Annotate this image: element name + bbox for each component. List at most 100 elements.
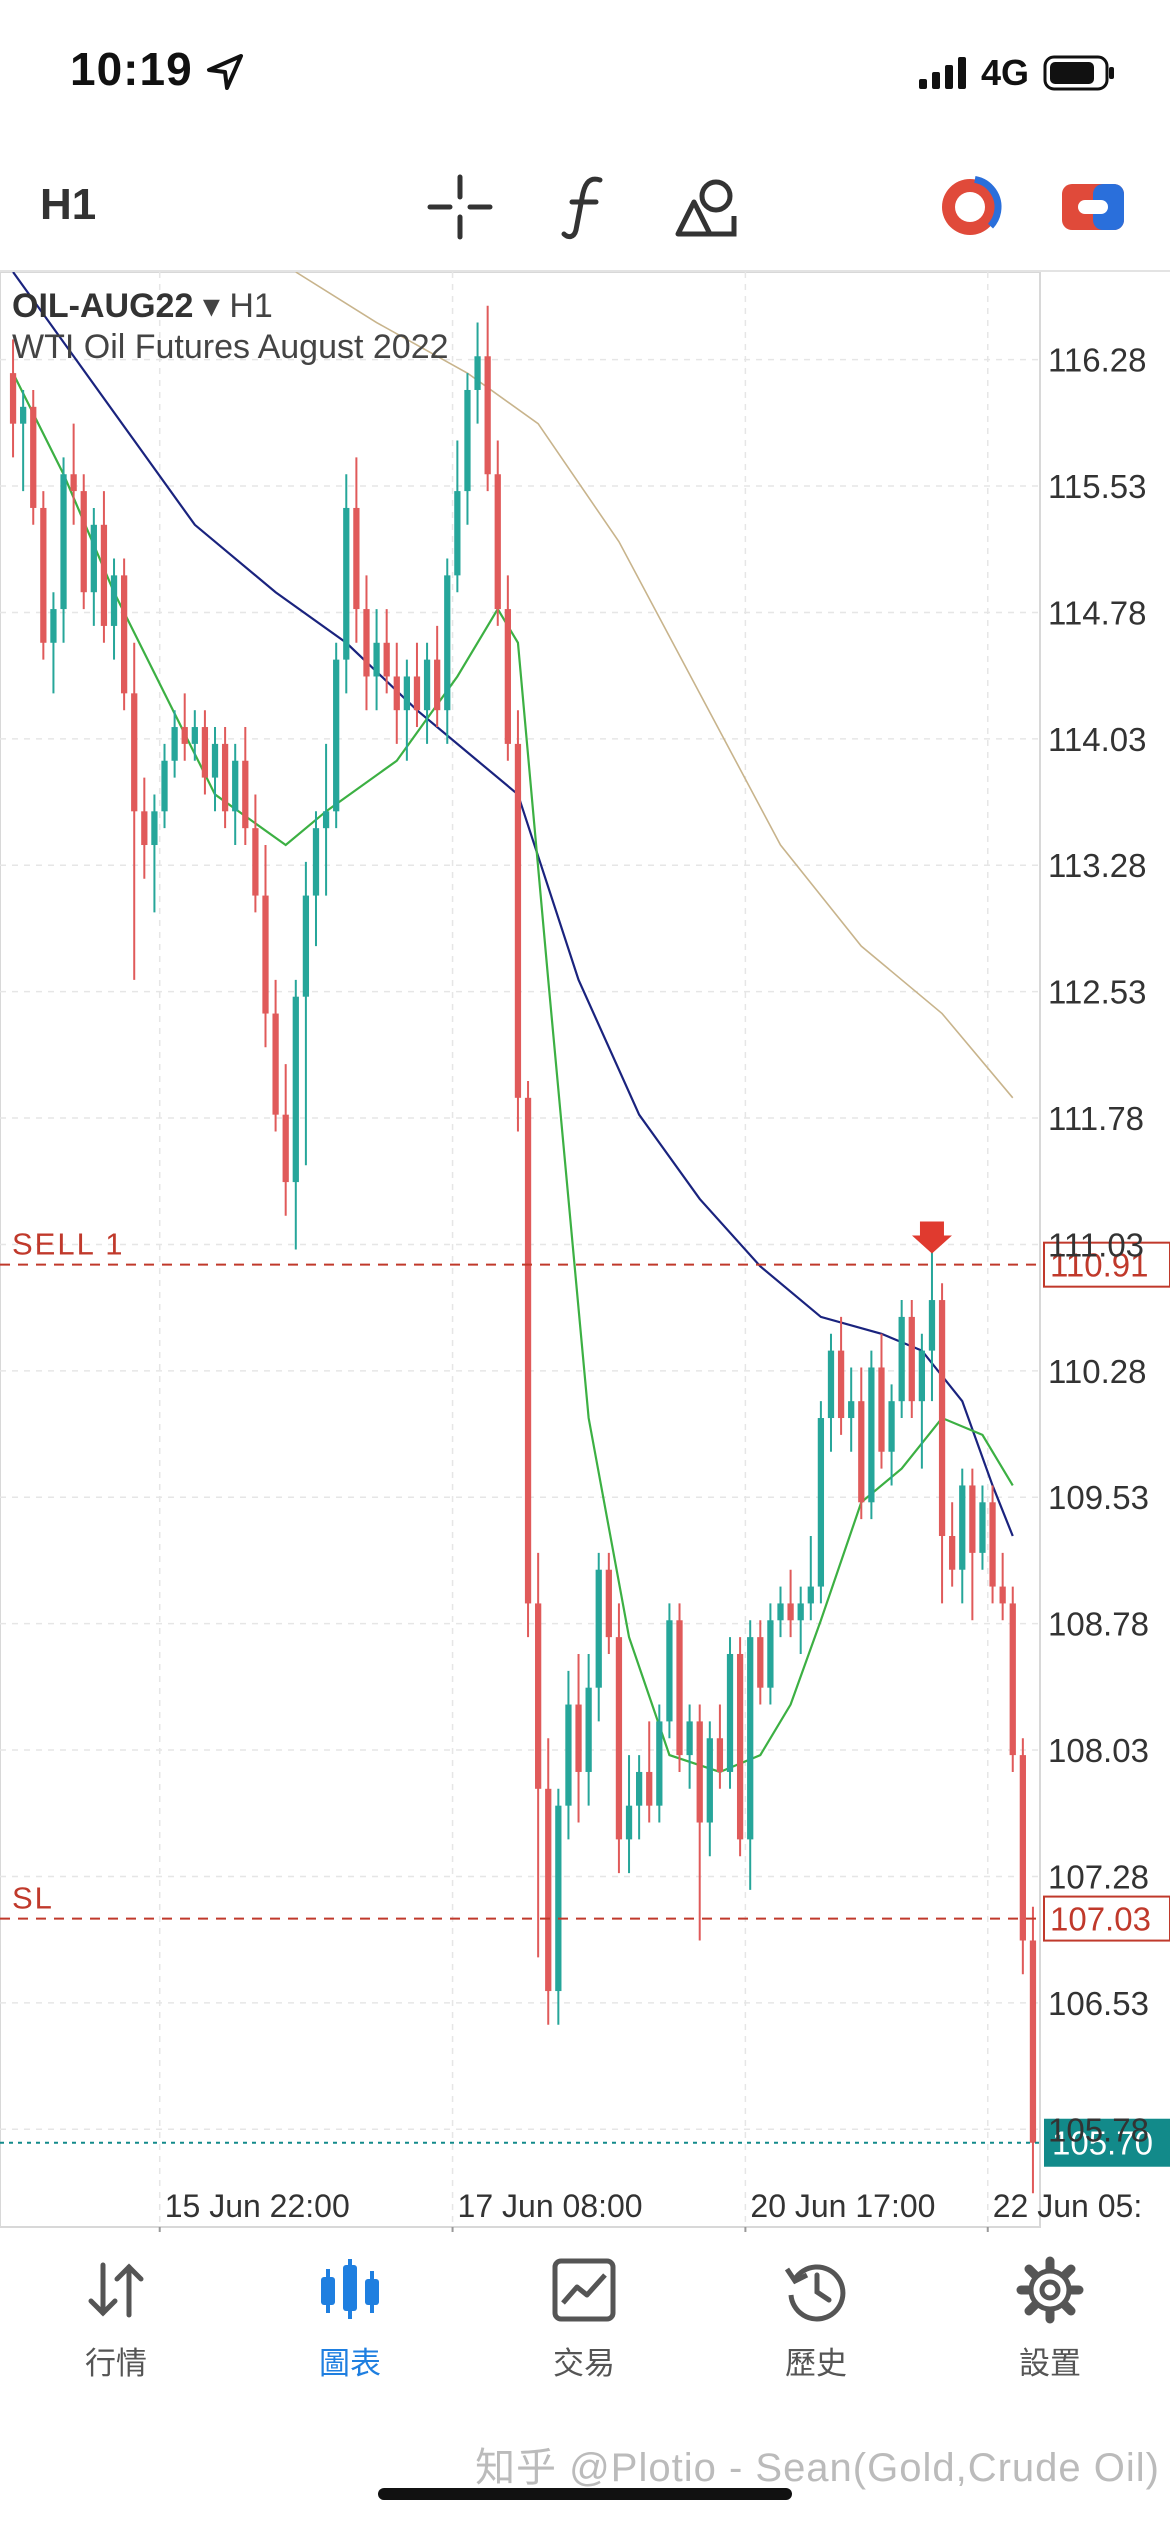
candle xyxy=(474,356,481,390)
candle xyxy=(969,1485,976,1553)
symbol-name: OIL-AUG22 xyxy=(12,287,194,325)
candle xyxy=(787,1603,794,1621)
home-indicator[interactable] xyxy=(378,2488,792,2500)
nav-label: 設置 xyxy=(1019,2346,1081,2381)
price-tick-label: 106.53 xyxy=(1048,1985,1149,2022)
watermark: 知乎 @Plotio - Sean(Gold,Crude Oil) xyxy=(475,2446,1160,2490)
time-tick-label: 22 Jun 05: xyxy=(993,2188,1142,2224)
candle xyxy=(272,1013,279,1115)
price-level-label: SL xyxy=(12,1881,54,1916)
candle xyxy=(504,609,511,744)
candle xyxy=(1019,1755,1026,1941)
time-tick-label: 20 Jun 17:00 xyxy=(750,2188,935,2224)
objects-icon[interactable] xyxy=(672,172,742,242)
timeframe-button[interactable]: H1 xyxy=(40,180,97,229)
price-level-value: 107.03 xyxy=(1050,1901,1151,1938)
candle xyxy=(494,474,501,610)
nav-settings[interactable]: 設置 xyxy=(980,2255,1120,2383)
price-tick-label: 113.28 xyxy=(1048,847,1146,884)
candle xyxy=(100,524,108,626)
candle xyxy=(20,406,27,424)
candle xyxy=(343,507,350,660)
price-level-badge xyxy=(1044,2118,1170,2167)
candle xyxy=(1009,1603,1016,1756)
settings-icon xyxy=(1016,2256,1084,2324)
candle xyxy=(252,828,259,896)
candle xyxy=(676,1620,683,1756)
crosshair-icon[interactable] xyxy=(425,172,495,242)
candle xyxy=(686,1721,693,1756)
price-chart[interactable]: SELL 1 110.91 SL 107.03 105.70 116.28 115.53 1… xyxy=(0,272,1170,2232)
candle xyxy=(767,1620,774,1688)
candle xyxy=(60,474,67,610)
ma-fast-line xyxy=(12,372,1014,1774)
price-level-badge xyxy=(1043,1241,1170,1288)
price-tick-label: 107.28 xyxy=(1048,1858,1149,1895)
price-tick-label: 111.03 xyxy=(1048,1226,1144,1263)
candle xyxy=(878,1367,885,1452)
candle xyxy=(807,1586,814,1604)
candle xyxy=(403,676,411,711)
symbol-description: WTI Oil Futures August 2022 xyxy=(12,328,449,366)
candle xyxy=(1029,1940,1037,2143)
candle xyxy=(989,1502,996,1587)
candle xyxy=(454,491,461,576)
candle xyxy=(565,1704,572,1806)
candle xyxy=(858,1401,865,1503)
candle xyxy=(949,1536,956,1570)
candle xyxy=(757,1637,764,1688)
time-tick-label: 15 Jun 22:00 xyxy=(165,2188,350,2224)
nav-label: 圖表 xyxy=(319,2346,381,2381)
candle xyxy=(70,474,77,492)
candle xyxy=(413,676,421,711)
chart-toolbar xyxy=(0,150,1170,272)
chart-icon xyxy=(321,2259,379,2319)
nav-chart[interactable]: 圖表 xyxy=(280,2255,420,2383)
candle xyxy=(696,1721,703,1823)
candle xyxy=(959,1485,966,1570)
price-tick-label: 108.03 xyxy=(1048,1732,1149,1769)
nav-trade[interactable]: 交易 xyxy=(514,2255,654,2383)
nav-quotes[interactable]: 行情 xyxy=(46,2255,186,2383)
candle xyxy=(211,743,219,778)
candle xyxy=(373,642,380,677)
status-right: 4G xyxy=(918,52,1115,94)
candle xyxy=(979,1502,986,1553)
candle xyxy=(141,811,148,846)
candle xyxy=(434,659,441,711)
trade-toggle-icon[interactable] xyxy=(1058,172,1128,242)
nav-label: 交易 xyxy=(553,2346,615,2381)
nav-history[interactable]: 歷史 xyxy=(746,2255,886,2383)
price-level-value: 105.70 xyxy=(1052,2125,1153,2162)
price-level-label: SELL 1 xyxy=(12,1227,125,1262)
nav-label: 歷史 xyxy=(785,2346,847,2381)
candle xyxy=(585,1687,592,1772)
candle xyxy=(221,743,229,812)
history-icon xyxy=(784,2264,846,2322)
candle xyxy=(242,760,249,829)
status-bar: 10:19 4G xyxy=(0,0,1170,150)
location-arrow-icon xyxy=(207,54,243,90)
candle xyxy=(747,1637,754,1840)
candle xyxy=(888,1401,895,1452)
nav-label: 行情 xyxy=(85,2346,147,2381)
candle xyxy=(918,1350,926,1402)
symbol-dropdown-icon: ▾ xyxy=(202,287,230,325)
candle xyxy=(848,1401,855,1419)
candle xyxy=(524,1097,532,1604)
candle xyxy=(131,693,138,812)
candle xyxy=(110,575,118,626)
candle xyxy=(908,1316,915,1402)
candle xyxy=(827,1350,835,1419)
function-icon[interactable] xyxy=(550,172,620,242)
candle xyxy=(726,1653,734,1772)
candle xyxy=(322,811,330,829)
candle xyxy=(706,1738,713,1823)
battery-icon xyxy=(1043,55,1114,91)
symbol-header[interactable]: OIL-AUG22 ▾ H1 xyxy=(12,286,273,326)
price-tick-label: 114.03 xyxy=(1048,721,1146,758)
indicator-toggle-icon[interactable] xyxy=(935,172,1005,242)
candle xyxy=(9,373,17,424)
candle xyxy=(625,1805,633,1840)
ma-mid-line xyxy=(12,272,1014,1537)
